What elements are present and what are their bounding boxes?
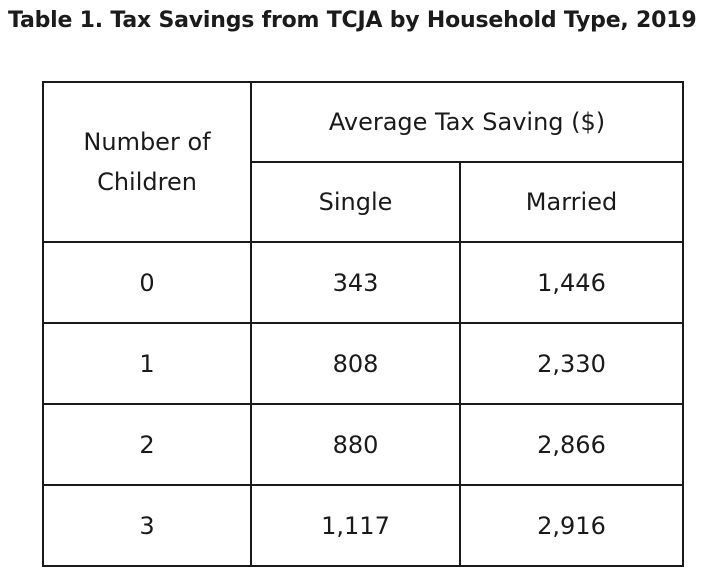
table-row: 2 880 2,866 bbox=[42, 403, 685, 486]
single-cell: 880 bbox=[250, 403, 461, 486]
table-row: 0 343 1,446 bbox=[42, 241, 685, 324]
married-cell: 2,866 bbox=[458, 403, 685, 486]
children-cell: 2 bbox=[42, 403, 252, 486]
single-cell: 1,117 bbox=[250, 484, 461, 567]
single-column-header: Single bbox=[250, 161, 461, 243]
header-row-columns: Single Married bbox=[43, 161, 685, 243]
children-header-line2: Children bbox=[97, 168, 197, 196]
table-title: Table 1. Tax Savings from TCJA by Househ… bbox=[8, 8, 697, 33]
single-cell: 808 bbox=[250, 322, 461, 405]
tax-savings-table: Number of Children Average Tax Saving ($… bbox=[42, 81, 685, 567]
average-tax-saving-header: Average Tax Saving ($) bbox=[249, 81, 685, 163]
married-cell: 2,916 bbox=[458, 484, 685, 567]
married-column-header: Married bbox=[458, 161, 685, 243]
table-row: 1 808 2,330 bbox=[42, 322, 685, 405]
number-of-children-header: Number of Children bbox=[42, 81, 252, 243]
married-cell: 1,446 bbox=[458, 241, 685, 324]
single-cell: 343 bbox=[250, 241, 461, 324]
table-row: 3 1,117 2,916 bbox=[42, 484, 685, 567]
children-cell: 0 bbox=[42, 241, 252, 324]
children-header-line1: Number of bbox=[83, 128, 211, 156]
children-cell: 3 bbox=[42, 484, 252, 567]
children-cell: 1 bbox=[42, 322, 252, 405]
header-row-group: Number of Children Average Tax Saving ($… bbox=[42, 81, 685, 243]
married-cell: 2,330 bbox=[458, 322, 685, 405]
